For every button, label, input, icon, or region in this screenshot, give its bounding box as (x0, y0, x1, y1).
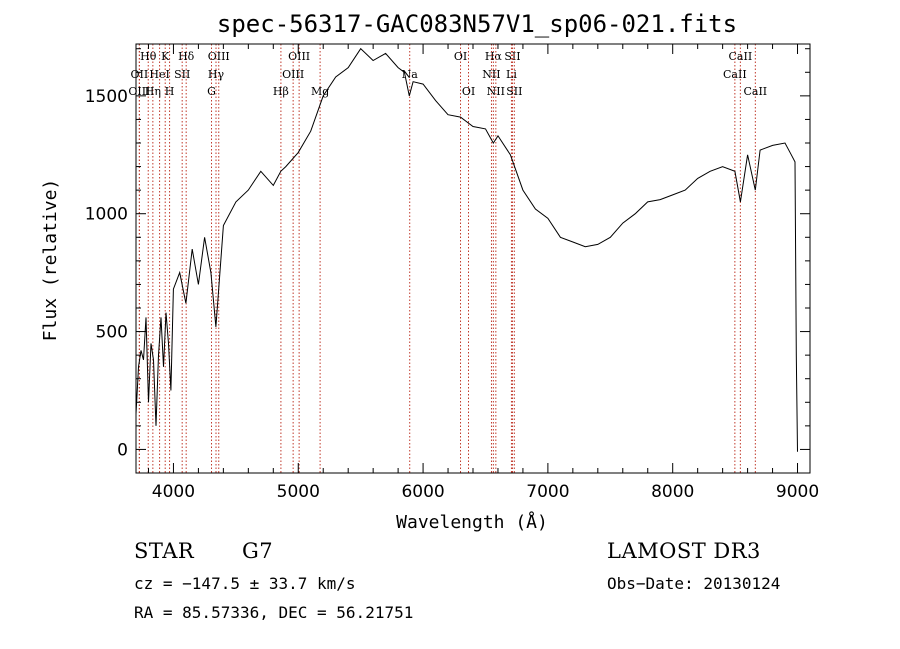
spectral-line-label: CaII (743, 85, 767, 98)
object-class: STAR (134, 539, 195, 563)
spectral-line-label: Hδ (178, 50, 195, 63)
spectral-line-label: K (161, 50, 170, 63)
spectral-line-label: OI (462, 85, 475, 98)
spectral-line-label: Hη (145, 85, 161, 98)
x-tick-label: 8000 (651, 482, 694, 502)
spectral-line-label: SII (506, 85, 522, 98)
spectral-line-label: Hβ (273, 85, 289, 98)
spectral-line-label: Hα (485, 50, 503, 63)
spectral-line-label: OIII (288, 50, 310, 63)
spectral-line-label: Hγ (208, 68, 225, 81)
y-tick-label: 1500 (85, 87, 128, 107)
spectral-line-label: Na (402, 68, 419, 81)
axis-ticks: 4000 5000 6000 7000 8000 9000 0 500 1000 1500 (85, 44, 819, 502)
object-subclass: G7 (242, 539, 274, 563)
x-tick-label: 5000 (277, 482, 320, 502)
spectral-line-label: H (165, 85, 175, 98)
survey-name: LAMOST DR3 (607, 539, 761, 563)
x-tick-label: 9000 (776, 482, 819, 502)
spectral-line-label: OIII (128, 85, 150, 98)
spectral-line-label: HeI (149, 68, 169, 81)
spectral-line-label: OI (454, 50, 467, 63)
y-tick-label: 0 (117, 440, 128, 460)
spectral-line-label: OIII (208, 50, 230, 63)
redshift-velocity: cz = −147.5 ± 33.7 km/s (134, 574, 356, 593)
y-tick-label: 500 (96, 323, 128, 343)
spectral-line-label: CaII (723, 68, 747, 81)
spectral-line-label: G (207, 85, 216, 98)
chart-title: spec-56317-GAC083N57V1_sp06-021.fits (217, 10, 737, 38)
y-tick-label: 1000 (85, 205, 128, 225)
x-tick-label: 4000 (152, 482, 195, 502)
x-axis-label: Wavelength (Å) (396, 511, 548, 533)
spectral-line-label: NII (482, 68, 500, 81)
spectral-line-label: NII (487, 85, 505, 98)
spectral-line-label: OII (131, 68, 149, 81)
plot-frame (135, 43, 811, 474)
spectrum-series-line (135, 47, 798, 452)
spectral-line-label: CaII (729, 50, 753, 63)
spectral-lines: Hθ OII OIII K HeI Hη H Hδ SII OIII Hγ G OIII OIII Hβ Mg… (128, 44, 767, 473)
spectral-line-label: SII (504, 50, 520, 63)
spectral-line-label: Li (506, 68, 517, 81)
x-tick-label: 6000 (401, 482, 444, 502)
spectral-line-label: OIII (282, 68, 304, 81)
spectral-line-label: SII (174, 68, 190, 81)
spectral-line-label: Mg (311, 85, 329, 98)
coordinates: RA = 85.57336, DEC = 56.21751 (134, 603, 414, 622)
x-tick-label: 7000 (526, 482, 569, 502)
observation-date: Obs−Date: 20130124 (607, 574, 781, 593)
y-axis-label: Flux (relative) (40, 179, 61, 342)
spectral-line-label: Hθ (140, 50, 157, 63)
